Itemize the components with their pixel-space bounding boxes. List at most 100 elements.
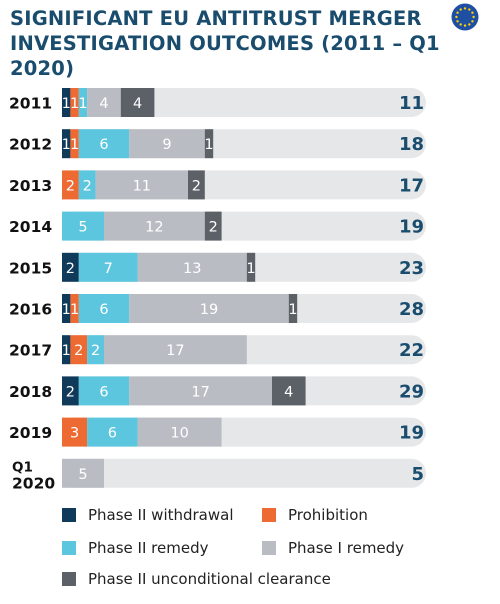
bar-segment-phase-i-remedy [129,129,205,159]
segment-value-label: 1 [62,302,71,318]
flag-star [459,8,462,11]
segment-value-label: 1 [70,137,79,153]
bar-segment-phase-ii-withdrawal [62,376,79,406]
category-label: Q1 2020 [12,459,55,492]
flag-star [468,8,471,11]
bar-segment-phase-ii-remedy [87,335,104,365]
bar-total-label: 23 [399,258,424,279]
category-label: 2011 [9,95,52,113]
bar-segment-phase-i-remedy [62,458,104,488]
category-label: 2017 [9,342,52,360]
bar-total-label: 17 [399,175,424,196]
segment-value-label: 2 [74,343,83,359]
bar-segment-phase-i-remedy [137,417,222,447]
bar-segment-phase-ii-withdrawal [62,129,71,159]
flag-star [459,23,462,26]
segment-value-label: 4 [133,96,142,112]
bar-segment-phase-ii-unconditional-clearance [204,129,214,159]
segment-value-label: 4 [284,384,293,400]
flag-star [456,20,459,23]
segment-value-label: 1 [246,261,255,277]
segment-value-label: 13 [183,261,201,277]
segment-value-label: 2 [66,384,75,400]
bar-segment-phase-i-remedy [129,294,289,323]
bar-segment-phase-ii-withdrawal [62,252,79,282]
segment-value-label: 2 [192,178,201,194]
bar-segment-phase-ii-withdrawal [62,335,71,365]
category-label: 2012 [9,136,52,154]
title-line-1: SIGNIFICANT EU ANTITRUST MERGER [10,7,422,30]
bar-segment-phase-ii-unconditional-clearance [120,88,155,117]
category-label: 2014 [9,218,52,236]
category-label: 2018 [9,383,52,401]
segment-value-label: 1 [70,96,79,112]
bar-segment-prohibition [62,417,88,447]
bar-segment-phase-i-remedy [104,335,247,365]
bar-segment-phase-i-remedy [137,252,247,282]
title-line-2: INVESTIGATION OUTCOMES (2011 – Q1 2020) [10,32,440,80]
segment-value-label: 1 [70,302,79,318]
bar-segment-phase-ii-remedy [87,417,138,447]
segment-value-label: 1 [204,137,213,153]
bar-segment-phase-ii-unconditional-clearance [188,170,205,200]
segment-value-label: 2 [83,178,92,194]
bar-total-label: 22 [399,340,424,361]
bar-segment-phase-i-remedy [95,170,188,200]
bar-segment-phase-i-remedy [87,88,121,117]
bar-track [62,458,426,488]
segment-value-label: 7 [104,261,113,277]
bar-segment-prohibition [70,88,79,117]
chart-title: SIGNIFICANT EU ANTITRUST MERGER INVESTIG… [10,6,450,81]
flag-star [463,7,467,10]
segment-value-label: 2 [66,261,75,277]
segment-value-label: 2 [66,178,75,194]
segment-value-label: 6 [99,137,108,153]
bar-segment-phase-ii-withdrawal [62,88,71,117]
bar-segment-phase-ii-remedy [62,211,104,241]
segment-value-label: 1 [62,343,71,359]
flag-star [471,11,474,14]
flag-star [455,15,458,19]
bar-total-label: 5 [411,464,424,485]
flag-star [468,23,471,26]
flag-star [456,11,459,14]
segment-value-label: 10 [170,426,188,442]
category-label: 2015 [9,259,52,277]
bar-segment-prohibition [70,129,79,159]
segment-value-label: 19 [200,302,218,318]
bar-segment-prohibition [62,170,79,200]
bar-segment-phase-ii-remedy [78,376,130,406]
segment-value-label: 17 [166,343,184,359]
flag-star [463,24,467,27]
eu-flag-icon [451,3,479,31]
bar-total-label: 19 [399,423,424,444]
segment-value-label: 1 [288,302,297,318]
bar-segment-phase-i-remedy [104,211,205,241]
segment-value-label: 9 [162,137,171,153]
segment-value-label: 1 [62,96,71,112]
segment-value-label: 5 [78,220,87,236]
segment-value-label: 2 [209,220,218,236]
bar-segment-phase-ii-remedy [78,170,96,200]
bar-segment-phase-ii-unconditional-clearance [204,211,222,241]
bar-total-label: 19 [399,217,424,238]
bar-segment-phase-ii-unconditional-clearance [246,252,256,282]
bar-segment-phase-ii-withdrawal [62,294,71,323]
category-label: 2019 [9,424,52,442]
bar-segment-phase-ii-unconditional-clearance [272,376,306,406]
bar-segment-phase-i-remedy [129,376,272,406]
segment-value-label: 1 [62,137,71,153]
bar-total-label: 28 [399,299,424,320]
segment-value-label: 2 [91,343,100,359]
segment-value-label: 6 [99,302,108,318]
bar-segment-prohibition [70,335,88,365]
category-label: 2016 [9,301,52,319]
bar-total-label: 11 [399,93,424,114]
segment-value-label: 1 [78,96,87,112]
bar-segment-phase-ii-remedy [78,129,130,159]
segment-value-label: 17 [191,384,209,400]
segment-value-label: 4 [99,96,108,112]
segment-value-label: 11 [133,178,151,194]
flag-star [471,20,474,23]
category-label: 2013 [9,177,52,195]
